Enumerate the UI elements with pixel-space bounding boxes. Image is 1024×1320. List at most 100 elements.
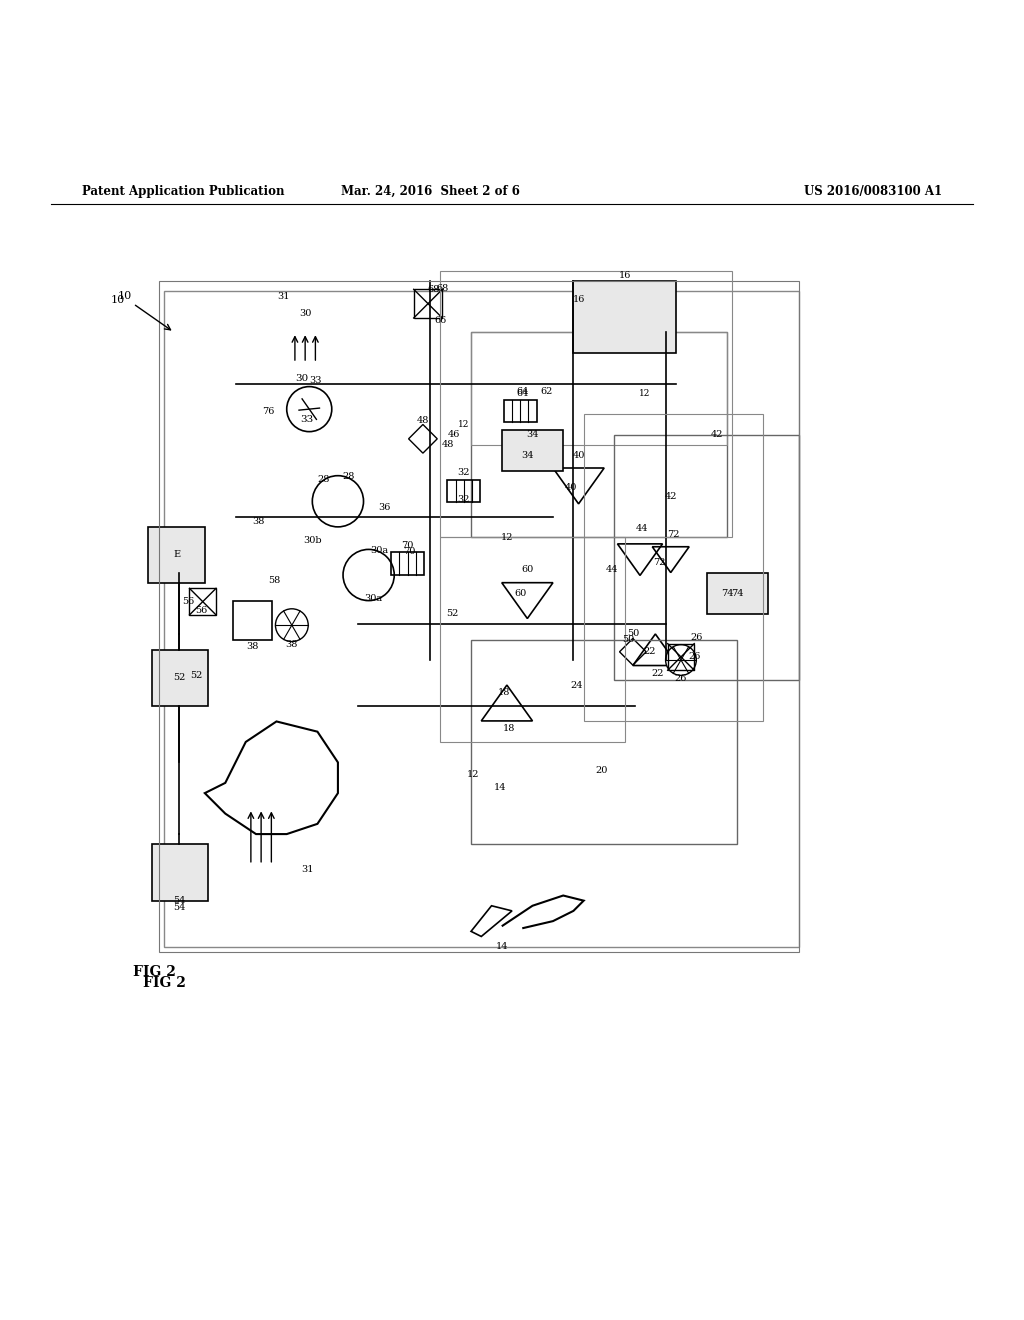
Text: 26: 26 <box>675 675 687 682</box>
Text: 66: 66 <box>434 315 446 325</box>
Bar <box>471 333 727 537</box>
Text: 20: 20 <box>595 766 607 775</box>
Bar <box>233 601 272 639</box>
Bar <box>152 845 208 900</box>
Bar <box>502 429 563 470</box>
Text: 12: 12 <box>639 389 651 399</box>
Circle shape <box>343 549 394 601</box>
Text: 18: 18 <box>503 725 515 733</box>
Text: E: E <box>174 550 180 560</box>
Text: 70: 70 <box>401 541 414 550</box>
Text: 31: 31 <box>301 866 313 874</box>
Bar <box>471 333 727 445</box>
Bar <box>440 271 732 537</box>
Bar <box>391 553 424 576</box>
Text: 48: 48 <box>417 416 429 425</box>
Text: 22: 22 <box>651 669 664 677</box>
Text: 72: 72 <box>653 558 666 568</box>
Text: 14: 14 <box>494 784 506 792</box>
Text: 38: 38 <box>247 643 259 651</box>
Bar <box>189 589 216 615</box>
Text: 30: 30 <box>299 309 311 318</box>
Text: 48: 48 <box>441 441 454 449</box>
Text: 68: 68 <box>427 285 439 294</box>
Text: 38: 38 <box>286 640 298 649</box>
Text: 58: 58 <box>268 576 281 585</box>
Circle shape <box>275 609 308 642</box>
Text: 50: 50 <box>627 628 639 638</box>
Text: 16: 16 <box>572 296 585 304</box>
Text: 31: 31 <box>278 292 290 301</box>
Text: 30: 30 <box>296 374 308 383</box>
Bar <box>707 573 768 614</box>
Text: 76: 76 <box>262 407 274 416</box>
Text: 30a: 30a <box>370 546 388 554</box>
Bar <box>504 400 537 422</box>
Text: Mar. 24, 2016  Sheet 2 of 6: Mar. 24, 2016 Sheet 2 of 6 <box>341 185 519 198</box>
Text: 74: 74 <box>721 589 733 598</box>
Text: US 2016/0083100 A1: US 2016/0083100 A1 <box>804 185 942 198</box>
Bar <box>668 644 694 671</box>
Circle shape <box>287 387 332 432</box>
Circle shape <box>666 644 696 676</box>
Bar <box>440 537 625 742</box>
Text: 40: 40 <box>572 450 585 459</box>
Text: 56: 56 <box>182 597 195 606</box>
Circle shape <box>312 475 364 527</box>
Text: 56: 56 <box>196 606 208 615</box>
Bar <box>152 649 208 706</box>
Text: 74: 74 <box>731 589 743 598</box>
Bar <box>447 479 480 503</box>
Text: Patent Application Publication: Patent Application Publication <box>82 185 285 198</box>
Text: 12: 12 <box>458 420 470 429</box>
Bar <box>614 434 799 681</box>
Text: 12: 12 <box>467 770 479 779</box>
Bar <box>159 281 799 952</box>
Text: 44: 44 <box>636 524 648 533</box>
Text: 54: 54 <box>173 903 185 912</box>
Text: 33: 33 <box>301 414 313 424</box>
Text: 33: 33 <box>309 376 322 385</box>
Text: 28: 28 <box>317 475 330 484</box>
Text: 34: 34 <box>521 450 534 459</box>
Bar <box>573 281 676 352</box>
Text: 16: 16 <box>618 272 631 281</box>
Text: 52: 52 <box>446 610 459 618</box>
Text: 42: 42 <box>711 430 723 440</box>
Text: 14: 14 <box>496 942 508 952</box>
Text: 34: 34 <box>526 430 539 440</box>
Text: 32: 32 <box>458 469 470 477</box>
Text: FIG 2: FIG 2 <box>133 965 176 979</box>
Text: 18: 18 <box>498 688 510 697</box>
Text: 60: 60 <box>514 589 526 598</box>
Text: 60: 60 <box>521 565 534 574</box>
Text: 22: 22 <box>643 647 655 656</box>
Text: 64: 64 <box>516 389 528 399</box>
Text: 44: 44 <box>606 565 618 574</box>
Text: 64: 64 <box>516 387 528 396</box>
Text: 28: 28 <box>342 473 354 482</box>
Text: 50: 50 <box>623 635 635 644</box>
Text: 12: 12 <box>501 532 513 541</box>
Text: 62: 62 <box>541 387 553 396</box>
Text: 42: 42 <box>665 491 677 500</box>
Text: 30a: 30a <box>365 594 383 603</box>
Text: 46: 46 <box>447 430 460 440</box>
Text: 40: 40 <box>565 483 578 492</box>
Bar <box>164 292 799 946</box>
Text: 38: 38 <box>252 517 264 527</box>
Text: 52: 52 <box>190 671 203 680</box>
Text: 30b: 30b <box>303 536 322 545</box>
Text: 72: 72 <box>668 529 680 539</box>
Bar <box>414 289 442 318</box>
Text: 54: 54 <box>173 896 185 906</box>
Text: 10: 10 <box>118 292 132 301</box>
Bar <box>584 414 763 722</box>
Text: 24: 24 <box>570 681 583 690</box>
Text: 52: 52 <box>173 673 185 682</box>
Text: 36: 36 <box>378 503 390 512</box>
Text: FIG 2: FIG 2 <box>143 975 186 990</box>
Bar <box>471 639 737 845</box>
Text: 68: 68 <box>436 284 449 293</box>
Text: 26: 26 <box>688 652 700 661</box>
